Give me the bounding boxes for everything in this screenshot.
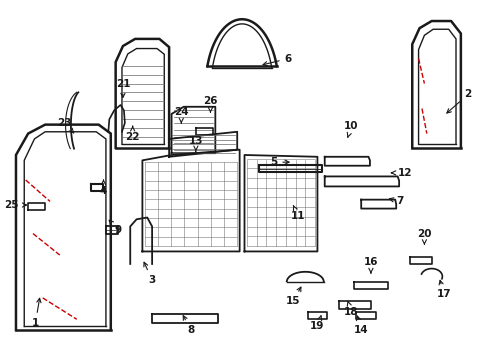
Text: 20: 20 <box>416 229 431 244</box>
Text: 12: 12 <box>391 168 411 178</box>
Text: 11: 11 <box>290 205 305 221</box>
Text: 26: 26 <box>203 96 217 112</box>
Text: 14: 14 <box>353 316 368 335</box>
Text: 6: 6 <box>263 54 291 66</box>
Text: 23: 23 <box>57 118 74 133</box>
Text: 16: 16 <box>363 257 377 273</box>
Text: 1: 1 <box>32 298 41 328</box>
Text: 13: 13 <box>188 136 203 151</box>
Text: 3: 3 <box>143 262 155 285</box>
Text: 15: 15 <box>285 287 300 306</box>
Text: 5: 5 <box>269 157 288 167</box>
Text: 22: 22 <box>125 126 140 142</box>
Text: 19: 19 <box>309 316 324 332</box>
Text: 17: 17 <box>436 280 450 299</box>
Text: 8: 8 <box>183 316 194 335</box>
Text: 25: 25 <box>4 200 26 210</box>
Text: 9: 9 <box>109 220 122 235</box>
Text: 21: 21 <box>116 78 130 98</box>
Text: 2: 2 <box>446 89 471 113</box>
Text: 4: 4 <box>100 180 107 196</box>
Text: 18: 18 <box>344 301 358 317</box>
Text: 10: 10 <box>344 121 358 137</box>
Text: 7: 7 <box>388 197 403 206</box>
Text: 24: 24 <box>174 107 188 123</box>
